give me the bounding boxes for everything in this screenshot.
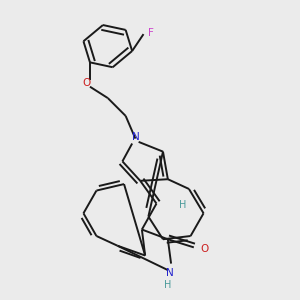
Text: O: O — [200, 244, 208, 254]
Text: O: O — [82, 79, 91, 88]
Text: N: N — [131, 132, 139, 142]
Text: H: H — [164, 280, 172, 290]
Text: N: N — [166, 268, 173, 278]
Text: H: H — [179, 200, 187, 210]
Text: F: F — [148, 28, 154, 38]
